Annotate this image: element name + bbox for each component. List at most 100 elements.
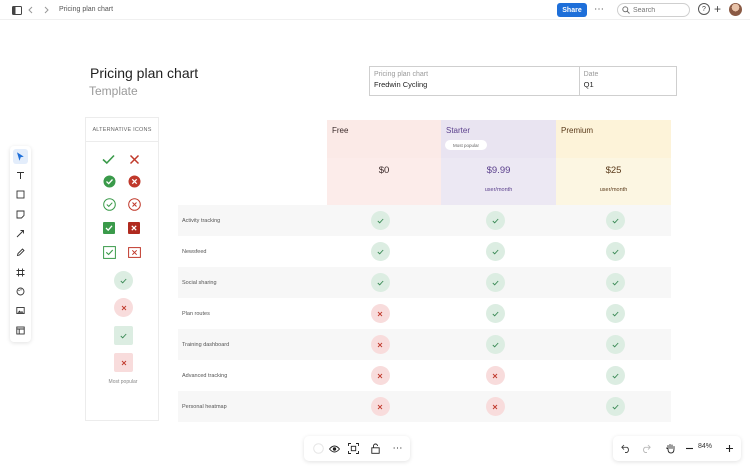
check-icon[interactable] — [485, 211, 505, 230]
plan-column-starter[interactable]: Starter Most popular $9.99 user/month — [441, 120, 556, 205]
image-tool-icon[interactable] — [13, 303, 28, 318]
search-input[interactable] — [633, 6, 688, 14]
check-icon[interactable] — [485, 335, 505, 354]
plan-name: Free — [332, 126, 349, 135]
outline-circle-check-icon[interactable] — [102, 197, 116, 211]
more-options-button[interactable]: ⋯ — [594, 4, 604, 15]
check-icon[interactable] — [370, 273, 390, 292]
palette-icon[interactable] — [13, 284, 28, 299]
plain-cross-icon[interactable] — [127, 152, 142, 167]
info-table: Pricing plan chart Fredwin Cycling Date … — [369, 66, 677, 96]
zoom-in-icon[interactable] — [723, 442, 736, 455]
more-options-icon[interactable]: ⋯ — [392, 443, 403, 454]
feature-row[interactable]: Social sharing — [178, 267, 671, 298]
zoom-level[interactable]: 84% — [698, 443, 713, 450]
check-icon[interactable] — [605, 366, 625, 385]
document-title[interactable]: Pricing plan chart — [59, 6, 114, 13]
feature-name: Newsfeed — [182, 248, 207, 255]
check-icon[interactable] — [605, 273, 625, 292]
cross-icon[interactable] — [370, 397, 390, 416]
lock-icon[interactable] — [369, 442, 382, 455]
feature-row[interactable]: Plan routes — [178, 298, 671, 329]
check-icon[interactable] — [485, 304, 505, 323]
check-icon[interactable] — [485, 242, 505, 261]
outline-square-check-icon[interactable] — [102, 245, 116, 259]
feature-name: Personal heatmap — [182, 403, 227, 410]
check-icon[interactable] — [370, 211, 390, 230]
filled-square-cross-icon[interactable] — [127, 221, 141, 235]
top-bar: Pricing plan chart Share ⋯ ? + — [0, 0, 750, 20]
outline-circle-cross-icon[interactable] — [127, 197, 141, 211]
feature-row[interactable]: Training dashboard — [178, 329, 671, 360]
cross-icon[interactable] — [370, 304, 390, 323]
forward-arrow-icon[interactable] — [39, 3, 53, 17]
plan-price: $9.99 — [486, 165, 511, 176]
cross-icon[interactable] — [370, 366, 390, 385]
plan-column-free[interactable]: Free $0 — [327, 120, 441, 205]
color-swatch-icon[interactable] — [312, 442, 325, 455]
avatar[interactable] — [729, 3, 742, 16]
bottom-toolbar: ⋯ — [304, 436, 410, 461]
soft-circle-check-icon[interactable] — [114, 271, 133, 290]
check-icon[interactable] — [605, 242, 625, 261]
feature-name: Social sharing — [182, 279, 217, 286]
check-icon[interactable] — [605, 397, 625, 416]
sticky-note-icon[interactable] — [13, 207, 28, 222]
filled-circle-check-icon[interactable] — [102, 174, 116, 188]
search-box[interactable] — [617, 3, 690, 17]
feature-row[interactable]: Advanced tracking — [178, 360, 671, 391]
add-icon[interactable]: + — [714, 2, 722, 16]
check-icon[interactable] — [370, 242, 390, 261]
help-icon[interactable]: ? — [698, 3, 710, 15]
info-cell-plan[interactable]: Pricing plan chart Fredwin Cycling — [370, 67, 580, 95]
check-icon[interactable] — [485, 273, 505, 292]
zoom-out-icon[interactable] — [683, 442, 696, 455]
eye-icon[interactable] — [328, 442, 341, 455]
template-tool-icon[interactable] — [13, 323, 28, 338]
sidebar-toggle-icon[interactable] — [10, 3, 24, 17]
focus-frame-icon[interactable] — [347, 442, 360, 455]
plain-check-icon[interactable] — [101, 152, 116, 167]
select-tool-icon[interactable] — [13, 149, 28, 164]
plan-name: Starter — [446, 126, 471, 135]
back-arrow-icon[interactable] — [24, 3, 38, 17]
page-title: Pricing plan chart — [90, 65, 199, 81]
most-popular-badge: Most popular — [445, 140, 487, 150]
cross-icon[interactable] — [485, 397, 505, 416]
alternative-icons-header: ALTERNATIVE ICONS — [86, 118, 158, 142]
cross-icon[interactable] — [370, 335, 390, 354]
pen-tool-icon[interactable] — [13, 245, 28, 260]
feature-name: Training dashboard — [182, 341, 230, 348]
info-value: Fredwin Cycling — [374, 80, 428, 89]
filled-square-check-icon[interactable] — [102, 221, 116, 235]
check-icon[interactable] — [605, 211, 625, 230]
outline-square-cross-icon[interactable] — [127, 245, 141, 259]
redo-icon[interactable] — [639, 442, 652, 455]
feature-row[interactable]: Personal heatmap — [178, 391, 671, 422]
feature-row[interactable]: Activity tracking — [178, 205, 671, 236]
undo-icon[interactable] — [619, 442, 632, 455]
share-button[interactable]: Share — [557, 3, 587, 17]
filled-circle-cross-icon[interactable] — [127, 174, 141, 188]
soft-circle-cross-icon[interactable] — [114, 298, 133, 317]
soft-square-check-icon[interactable] — [114, 326, 133, 345]
plan-column-premium[interactable]: Premium $25 user/month — [556, 120, 671, 205]
shape-tool-icon[interactable] — [13, 188, 28, 203]
feature-row[interactable]: Newsfeed — [178, 236, 671, 267]
connector-arrow-icon[interactable] — [13, 226, 28, 241]
check-icon[interactable] — [605, 335, 625, 354]
cross-icon[interactable] — [485, 366, 505, 385]
soft-square-cross-icon[interactable] — [114, 353, 133, 372]
info-label: Pricing plan chart — [374, 71, 429, 78]
plan-price-unit: user/month — [599, 187, 628, 193]
hand-pan-icon[interactable] — [664, 442, 677, 455]
zoom-toolbar — [613, 436, 741, 461]
frame-tool-icon[interactable] — [13, 265, 28, 280]
plan-price-unit: user/month — [484, 187, 513, 193]
check-icon[interactable] — [605, 304, 625, 323]
plan-name: Premium — [561, 126, 594, 135]
text-tool-icon[interactable] — [13, 168, 28, 183]
page-subtitle: Template — [89, 84, 138, 98]
info-cell-date[interactable]: Date Q1 — [580, 67, 676, 95]
info-label: Date — [583, 71, 599, 78]
